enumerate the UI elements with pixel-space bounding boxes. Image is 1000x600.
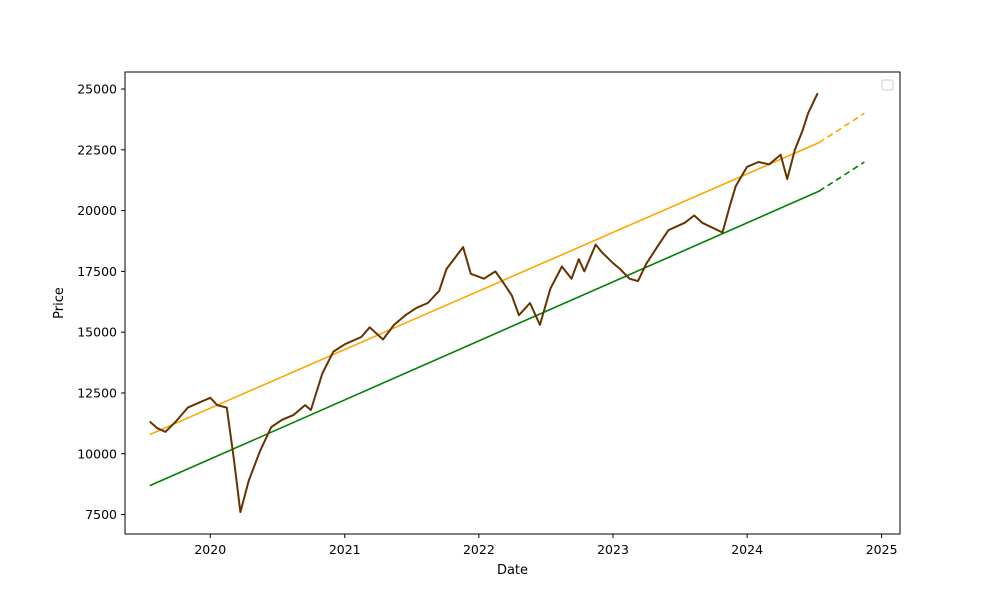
x-tick-label: 2020 — [194, 542, 226, 557]
x-axis-label: Date — [497, 563, 528, 578]
series-line-1 — [149, 141, 821, 436]
series-line-0 — [149, 92, 819, 514]
y-tick-label: 20000 — [77, 203, 117, 218]
y-tick-label: 12500 — [77, 385, 117, 400]
y-axis: 7500 10000 12500 15000 17500 20000 22500 25000 — [77, 82, 125, 522]
y-tick-label: 10000 — [77, 446, 117, 461]
x-tick-label: 2023 — [597, 542, 629, 557]
x-tick-label: 2022 — [463, 542, 495, 557]
legend-box — [881, 79, 894, 91]
legend — [881, 79, 894, 91]
x-tick-label: 2021 — [329, 542, 361, 557]
y-tick-label: 25000 — [77, 82, 117, 97]
x-axis: 2020 2021 2022 2023 2024 2025 — [194, 534, 898, 557]
y-tick-label: 22500 — [77, 142, 117, 157]
y-tick-label: 7500 — [85, 507, 117, 522]
series-line-4 — [818, 161, 865, 192]
y-axis-label: Price — [52, 287, 67, 319]
y-tick-label: 15000 — [77, 325, 117, 340]
series-line-2 — [818, 112, 865, 144]
plot-frame — [124, 71, 901, 535]
series-layer — [149, 92, 865, 514]
x-tick-label: 2025 — [866, 542, 898, 557]
series-line-3 — [149, 190, 821, 487]
x-tick-label: 2024 — [731, 542, 763, 557]
y-tick-label: 17500 — [77, 264, 117, 279]
